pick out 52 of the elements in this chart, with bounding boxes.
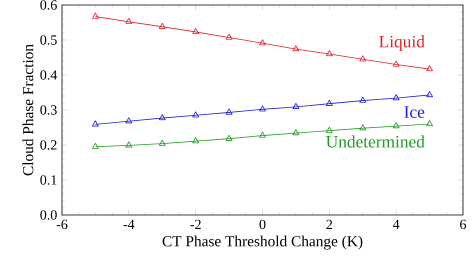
y-tick-label: 0.5 [40,35,57,45]
point [326,100,333,106]
point [326,50,333,56]
point [259,39,266,46]
y-tick-label: 0.0 [40,210,57,220]
series-label: Undetermined [326,135,425,148]
x-tick-label: 4 [392,220,400,229]
point [359,55,366,62]
point [125,18,132,24]
point [192,137,200,144]
point [92,12,99,19]
point [192,28,200,34]
point [426,91,433,98]
x-axis-title: CT Phase Threshold Change (K) [162,236,362,250]
x-tick-label: -6 [56,220,68,230]
point [426,120,433,126]
y-tick-label: 0.2 [40,140,57,150]
point [292,102,300,109]
point [259,105,266,112]
x-tick-label: 2 [326,220,332,229]
point [326,126,333,133]
point [359,96,366,103]
point [259,132,266,138]
x-tick-label: -4 [124,220,134,229]
y-tick-label: 0.4 [40,70,58,80]
point [426,65,433,72]
point [226,108,232,115]
point [392,122,400,128]
point [226,134,232,141]
y-tick-label: 0.6 [40,0,57,10]
y-tick-label: 0.1 [40,175,56,185]
x-tick-label: -2 [190,220,201,229]
series-label: Ice [404,106,424,118]
point [292,45,300,52]
point [158,22,166,29]
point [92,120,99,126]
x-tick-label: 6 [460,220,466,230]
point [359,124,366,130]
series-label: Liquid [379,35,425,51]
point [226,34,232,40]
point [392,60,400,67]
point [158,114,166,120]
y-axis-title: Cloud Phase Fraction [22,44,34,176]
y-tick-label: 0.3 [40,105,57,115]
point [158,140,166,146]
point [292,129,300,136]
point [192,111,200,118]
x-tick-label: 0 [260,220,266,230]
point [92,142,99,149]
point [125,117,132,124]
point [392,94,400,100]
point [125,141,132,148]
